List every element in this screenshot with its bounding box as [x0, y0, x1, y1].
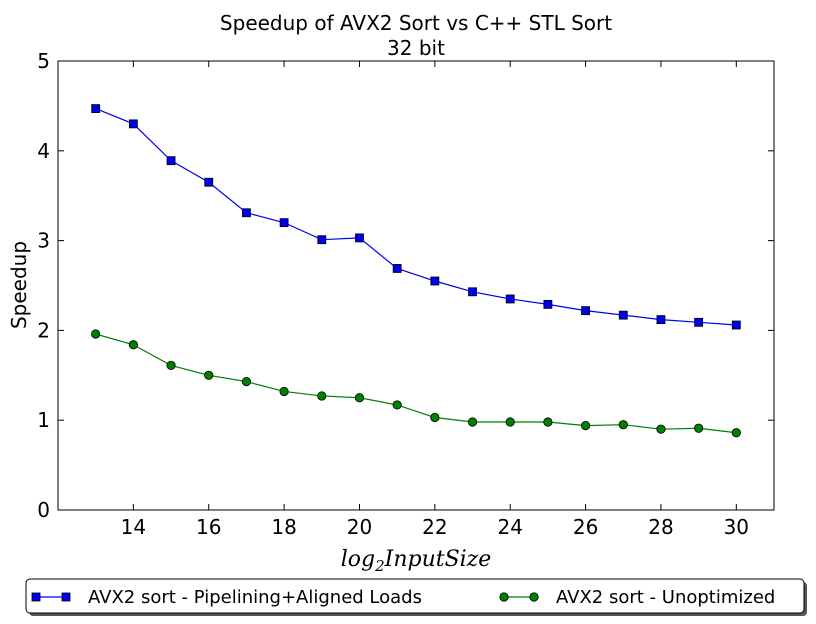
data-point — [279, 218, 289, 228]
data-point — [468, 287, 477, 297]
legend: AVX2 sort - Pipelining+Aligned Loads AVX2… — [25, 578, 807, 616]
x-tick-label: 30 — [724, 515, 749, 539]
data-point — [731, 428, 741, 438]
y-tick-label: 1 — [37, 408, 50, 432]
x-axis-label-rest: InputSize — [384, 547, 492, 572]
legend-label: AVX2 sort - Unoptimized — [556, 587, 775, 608]
legend-label: AVX2 sort - Pipelining+Aligned Loads — [88, 587, 422, 608]
x-tick-label: 16 — [196, 515, 221, 539]
chart-subtitle: 32 bit — [387, 36, 445, 60]
data-point — [731, 320, 741, 330]
x-tick-label: 28 — [648, 515, 673, 539]
legend-box — [25, 578, 805, 614]
y-tick-label: 2 — [37, 318, 50, 342]
data-point — [505, 417, 515, 427]
data-point — [580, 420, 591, 431]
data-point — [656, 315, 666, 325]
data-point — [618, 420, 628, 430]
data-point — [354, 393, 365, 403]
data-point — [317, 391, 327, 401]
axis-ticks — [58, 60, 774, 511]
data-point — [279, 386, 289, 397]
y-axis-label: Speedup — [7, 241, 31, 329]
y-tick-label: 4 — [37, 139, 50, 163]
series-2 — [91, 329, 741, 438]
data-point — [430, 412, 440, 423]
data-point — [166, 360, 176, 371]
x-axis-label-log: log — [341, 547, 375, 572]
x-axis-label-subscript: 2 — [374, 557, 385, 575]
x-axis-label: log2InputSize — [341, 547, 492, 575]
data-point — [694, 317, 704, 327]
data-point — [430, 276, 440, 286]
data-point — [204, 370, 214, 380]
data-point — [543, 299, 553, 309]
series-line — [95, 333, 737, 434]
plot-area — [57, 60, 775, 511]
data-point — [355, 233, 364, 243]
y-tick-label: 5 — [37, 49, 50, 73]
data-point — [467, 417, 478, 427]
x-tick-label: 18 — [271, 515, 296, 539]
data-point — [204, 177, 214, 187]
data-point — [543, 417, 553, 427]
axis-tick-labels: 14 16 18 20 22 24 26 28 30 0 1 2 3 4 5 — [37, 49, 749, 539]
data-point — [656, 424, 666, 434]
data-point — [392, 400, 402, 410]
legend-marker — [499, 592, 509, 602]
data-point — [392, 264, 402, 273]
x-tick-label: 24 — [497, 515, 522, 539]
data-point — [618, 310, 628, 320]
chart-title: Speedup of AVX2 Sort vs C++ STL Sort — [220, 11, 612, 35]
legend-entry-2: AVX2 sort - Unoptimized — [499, 587, 775, 608]
legend-marker — [31, 592, 41, 602]
legend-entries: AVX2 sort - Pipelining+Aligned Loads AVX2… — [31, 587, 775, 608]
series-line — [95, 108, 737, 326]
x-tick-label: 26 — [573, 515, 598, 539]
y-tick-label: 3 — [37, 229, 50, 253]
data-point — [242, 208, 251, 218]
data-point — [128, 340, 138, 350]
data-point — [241, 376, 252, 387]
data-point — [317, 235, 327, 245]
data-point — [91, 104, 101, 113]
x-tick-label: 20 — [347, 515, 372, 539]
series-1 — [91, 104, 741, 330]
legend-entry-1: AVX2 sort - Pipelining+Aligned Loads — [31, 587, 422, 608]
data-point — [166, 156, 176, 166]
data-point — [505, 294, 515, 304]
legend-marker — [61, 592, 71, 602]
y-tick-label: 0 — [37, 498, 50, 522]
data-point — [128, 119, 138, 129]
data-point — [694, 423, 704, 433]
x-tick-label: 14 — [121, 515, 146, 539]
data-point — [91, 329, 101, 339]
legend-marker — [529, 592, 539, 602]
x-tick-label: 22 — [422, 515, 447, 539]
data-point — [581, 306, 590, 316]
series-layer — [91, 104, 741, 438]
